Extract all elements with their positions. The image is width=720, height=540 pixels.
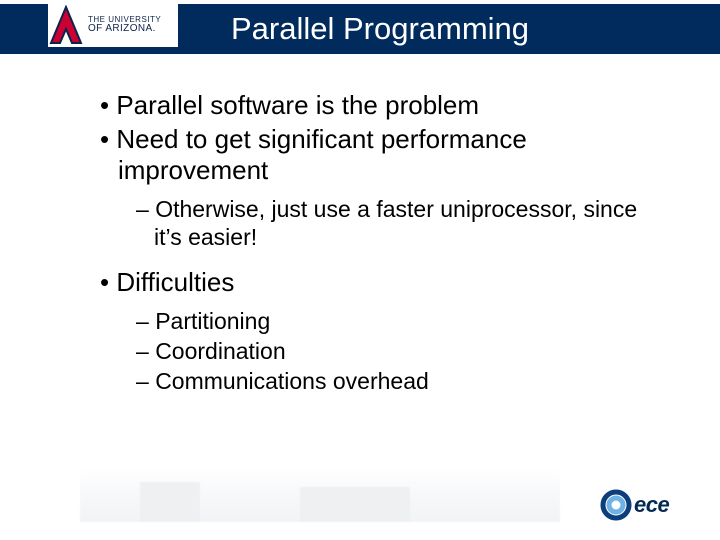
ece-text: ece — [634, 492, 669, 518]
slide-body: Parallel software is the problem Need to… — [90, 90, 670, 397]
bullet-l1: Parallel software is the problem — [90, 90, 670, 122]
ece-logo: ece — [600, 484, 690, 526]
footer-decoration: ece — [0, 460, 720, 540]
bullet-l2: Otherwise, just use a faster uniprocesso… — [90, 195, 670, 251]
bullet-l2: Coordination — [90, 337, 670, 365]
university-logo: THE UNIVERSITY OF ARIZONA. — [48, 3, 178, 47]
ece-ring-icon — [600, 489, 632, 521]
logo-line2: OF ARIZONA. — [88, 24, 161, 34]
bullet-l2: Partitioning — [90, 307, 670, 335]
bullet-l2: Communications overhead — [90, 367, 670, 395]
logo-text: THE UNIVERSITY OF ARIZONA. — [88, 16, 161, 34]
campus-skyline-icon — [80, 467, 560, 522]
logo-a-icon — [48, 5, 84, 45]
bullet-l1: Need to get significant performance impr… — [90, 124, 670, 187]
logo-a-shape — [51, 7, 81, 43]
bullet-l1: Difficulties — [90, 267, 670, 299]
slide: THE UNIVERSITY OF ARIZONA. Parallel Prog… — [0, 0, 720, 540]
